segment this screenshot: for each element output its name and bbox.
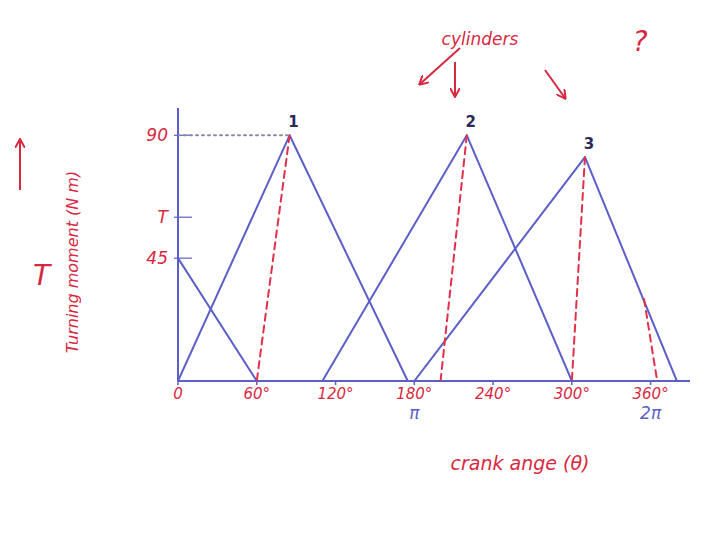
y-tick bbox=[174, 258, 192, 259]
x-tick-label: 360° bbox=[633, 385, 669, 403]
series-line bbox=[178, 258, 257, 381]
x-tick-label: 0 bbox=[173, 385, 183, 403]
series-line bbox=[322, 135, 571, 381]
arrow bbox=[19, 140, 21, 190]
series-label: 2 bbox=[466, 113, 476, 131]
x-tick-label: 180° bbox=[396, 385, 432, 403]
series-line bbox=[644, 299, 657, 381]
x-tick-label: 120° bbox=[317, 385, 353, 403]
annotation: cylinders bbox=[442, 29, 519, 49]
series-line bbox=[257, 135, 290, 381]
annotation: T bbox=[33, 259, 52, 292]
series-label: 1 bbox=[288, 113, 298, 131]
y-tick-label: 45 bbox=[146, 248, 168, 268]
plot-lines bbox=[178, 135, 677, 381]
y-tick-label: 90 bbox=[146, 125, 168, 145]
x-tick-label: 240° bbox=[475, 385, 511, 403]
chart: 0 60° 120° 180° 240° 300° 360° 45 T 90 crank ange … bbox=[0, 0, 713, 541]
y-tick-label: T bbox=[158, 207, 170, 227]
annotation: ? bbox=[633, 25, 648, 58]
series-label: 3 bbox=[584, 135, 594, 153]
series-labels: 1 2 3 bbox=[288, 113, 594, 153]
y-axis-title: Turning moment (N m) bbox=[63, 171, 82, 353]
series-line bbox=[572, 157, 585, 381]
x-tick-label: 60° bbox=[243, 385, 270, 403]
y-axis bbox=[177, 108, 179, 381]
annotation: 2π bbox=[640, 403, 662, 423]
series-line bbox=[414, 157, 677, 381]
annotation: π bbox=[409, 403, 420, 423]
x-axis-title: crank ange (θ) bbox=[451, 452, 590, 474]
series-line bbox=[178, 134, 290, 136]
arrow bbox=[454, 62, 456, 96]
series-line bbox=[178, 135, 408, 381]
arrow bbox=[545, 70, 565, 98]
x-tick-label: 300° bbox=[554, 385, 590, 403]
series-line bbox=[441, 135, 467, 381]
x-axis bbox=[178, 380, 690, 382]
y-tick bbox=[174, 217, 192, 218]
